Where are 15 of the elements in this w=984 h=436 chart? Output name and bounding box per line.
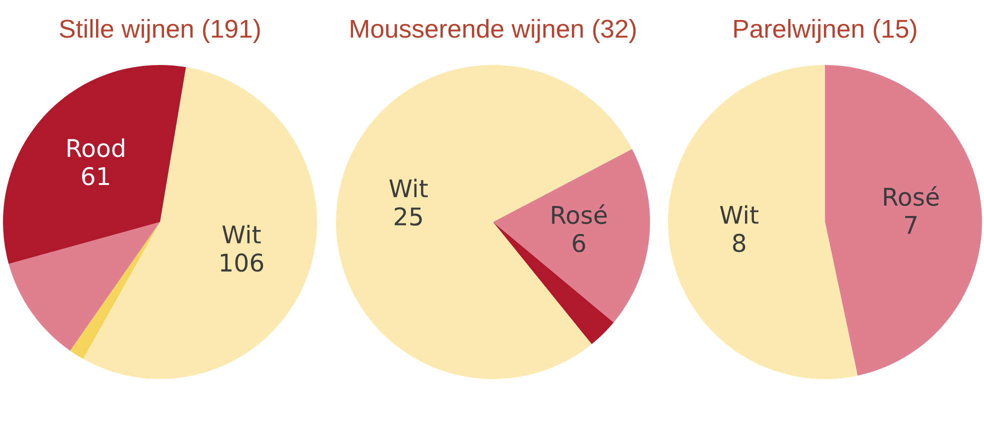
data-label: 61 xyxy=(82,166,110,186)
chart-title: Parelwijnen (15) xyxy=(734,19,916,43)
slice-label: Rosé xyxy=(884,186,939,206)
slice-label: Wit xyxy=(720,205,758,224)
data-label: 8 xyxy=(733,234,746,252)
data-label: 106 xyxy=(220,253,264,272)
data-label: 6 xyxy=(572,234,586,252)
slice-label: Rosé xyxy=(552,204,607,224)
data-label: 25 xyxy=(394,207,422,226)
chart-title: Mousserende wijnen (32) xyxy=(350,19,636,43)
slice-label: Wit xyxy=(222,224,261,244)
slice-label: Rood xyxy=(68,138,124,158)
chart-title: Stille wijnen (191) xyxy=(60,19,260,43)
data-label: 7 xyxy=(905,216,917,234)
slice-label: Wit xyxy=(389,178,428,198)
